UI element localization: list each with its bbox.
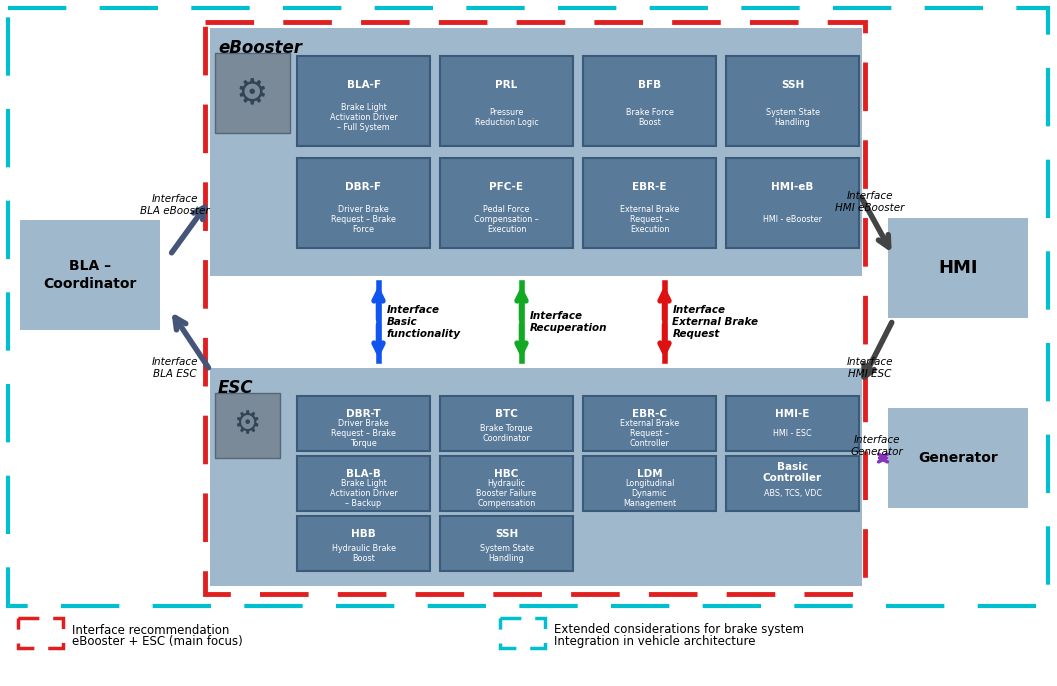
Text: SSH: SSH [781, 80, 804, 90]
Text: HMI-E: HMI-E [776, 409, 810, 418]
Text: Interface
BLA eBooster: Interface BLA eBooster [141, 194, 209, 216]
Text: Generator: Generator [919, 451, 998, 465]
Bar [297, 158, 430, 248]
Text: Brake Light
Activation Driver
– Backup: Brake Light Activation Driver – Backup [330, 479, 397, 508]
Bar [210, 368, 863, 586]
Bar [583, 456, 716, 511]
Text: Integration in vehicle architecture: Integration in vehicle architecture [554, 635, 756, 648]
Text: ESC: ESC [218, 379, 254, 397]
Text: Extended considerations for brake system: Extended considerations for brake system [554, 624, 804, 637]
Text: DBR-T: DBR-T [347, 409, 381, 418]
Text: Interface
HMI eBooster: Interface HMI eBooster [835, 191, 905, 213]
Text: Interface
External Brake
Request: Interface External Brake Request [672, 305, 759, 339]
Text: eBooster: eBooster [218, 39, 302, 57]
Bar [297, 456, 430, 511]
Bar [440, 158, 573, 248]
Text: HMI: HMI [939, 259, 978, 277]
Bar [726, 56, 859, 146]
Text: External Brake
Request –
Controller: External Brake Request – Controller [619, 419, 680, 448]
Text: System State
Handling: System State Handling [765, 108, 819, 127]
Bar [210, 28, 863, 276]
Text: EBR-C: EBR-C [632, 409, 667, 418]
Bar [20, 220, 160, 330]
Text: eBooster + ESC (main focus): eBooster + ESC (main focus) [72, 635, 243, 648]
Bar [726, 396, 859, 451]
Text: System State
Handling: System State Handling [480, 544, 534, 563]
Text: ⚙: ⚙ [234, 410, 261, 440]
Bar [440, 456, 573, 511]
Text: Longitudinal
Dynamic
Management: Longitudinal Dynamic Management [623, 479, 676, 508]
Text: HMI-eB: HMI-eB [772, 182, 814, 192]
Bar [8, 8, 1047, 606]
Bar [583, 396, 716, 451]
Text: Driver Brake
Request – Brake
Force: Driver Brake Request – Brake Force [331, 204, 396, 234]
Bar [440, 516, 573, 571]
Bar [205, 22, 865, 594]
Text: LDM: LDM [636, 469, 663, 479]
Text: BTC: BTC [495, 409, 518, 418]
Bar [726, 456, 859, 511]
Text: BLA-B: BLA-B [346, 469, 381, 479]
Text: SSH: SSH [495, 529, 518, 539]
Text: PFC-E: PFC-E [489, 182, 523, 192]
Text: Hydraulic
Booster Failure
Compensation: Hydraulic Booster Failure Compensation [477, 479, 537, 508]
Bar [297, 516, 430, 571]
Text: HBB: HBB [351, 529, 376, 539]
Text: HMI - eBooster: HMI - eBooster [763, 215, 822, 224]
Text: Interface
Basic
functionality: Interface Basic functionality [387, 305, 461, 339]
Text: HMI - ESC: HMI - ESC [773, 429, 812, 438]
Text: HBC: HBC [495, 469, 519, 479]
Text: Interface
HMI ESC: Interface HMI ESC [847, 357, 893, 379]
Bar [726, 158, 859, 248]
Text: Driver Brake
Request – Brake
Torque: Driver Brake Request – Brake Torque [331, 419, 396, 448]
Text: DBR-F: DBR-F [346, 182, 382, 192]
Text: Interface
Generator: Interface Generator [850, 435, 903, 457]
Bar [440, 396, 573, 451]
Text: Brake Light
Activation Driver
– Full System: Brake Light Activation Driver – Full Sys… [330, 103, 397, 132]
Bar [500, 618, 545, 648]
Bar [888, 408, 1028, 508]
Text: BFB: BFB [638, 80, 661, 90]
Text: Basic
Controller: Basic Controller [763, 462, 822, 484]
Text: EBR-E: EBR-E [632, 182, 667, 192]
Text: ABS, TCS, VDC: ABS, TCS, VDC [763, 489, 821, 498]
Text: Hydraulic Brake
Boost: Hydraulic Brake Boost [332, 544, 395, 563]
Text: Interface recommendation: Interface recommendation [72, 624, 229, 637]
Bar [888, 218, 1028, 318]
Text: BLA –
Coordinator: BLA – Coordinator [43, 259, 136, 291]
Text: PRL: PRL [496, 80, 518, 90]
Text: Pedal Force
Compensation –
Execution: Pedal Force Compensation – Execution [475, 204, 539, 234]
Bar [297, 396, 430, 451]
Text: Interface
BLA ESC: Interface BLA ESC [152, 357, 199, 379]
Text: External Brake
Request –
Execution: External Brake Request – Execution [619, 204, 680, 234]
Bar [215, 393, 280, 458]
Text: ⚙: ⚙ [236, 76, 268, 110]
Bar [583, 158, 716, 248]
Text: Brake Torque
Coordinator: Brake Torque Coordinator [480, 424, 533, 443]
Text: Brake Force
Boost: Brake Force Boost [626, 108, 673, 127]
Bar [440, 56, 573, 146]
Text: Pressure
Reduction Logic: Pressure Reduction Logic [475, 108, 538, 127]
Bar [215, 53, 290, 133]
Bar [18, 618, 63, 648]
Text: BLA-F: BLA-F [347, 80, 381, 90]
Bar [583, 56, 716, 146]
Text: Interface
Recuperation: Interface Recuperation [530, 311, 607, 333]
Bar [297, 56, 430, 146]
